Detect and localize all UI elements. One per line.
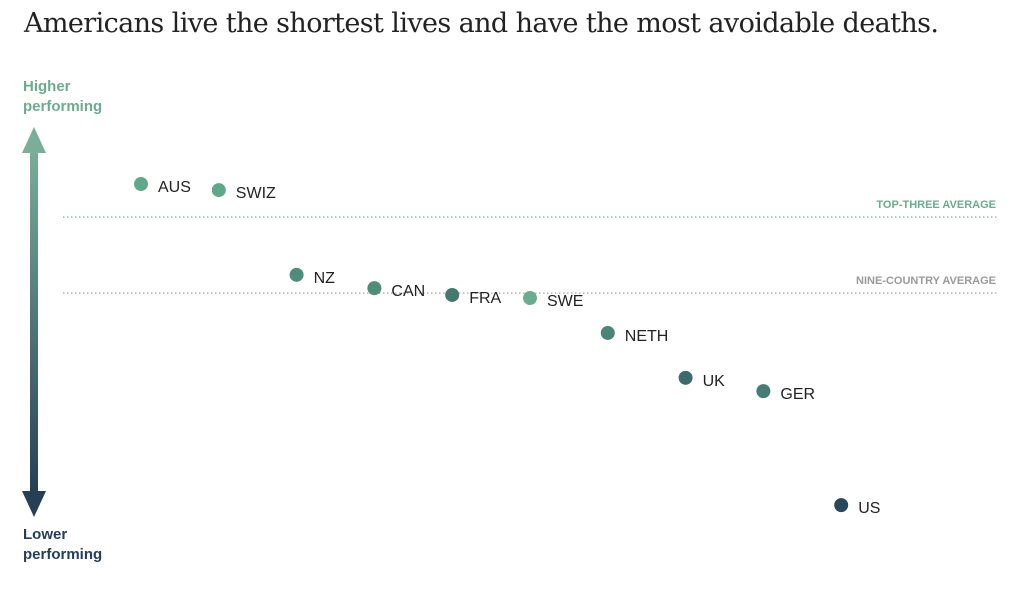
point-marker-fra [445, 287, 460, 302]
reference-lines: TOP-THREE AVERAGE NINE-COUNTRY AVERAGE [63, 199, 998, 294]
point-marker-can [367, 281, 382, 296]
data-point-swiz: SWIZ [211, 183, 276, 202]
data-point-us: US [834, 498, 880, 517]
point-label-neth: NETH [625, 328, 669, 345]
point-label-nz: NZ [314, 270, 336, 287]
data-point-swe: SWE [523, 291, 583, 310]
y-axis-label-bottom-line-2: performing [23, 546, 103, 563]
point-label-uk: UK [703, 373, 726, 390]
point-marker-aus [134, 177, 148, 192]
point-label-fra: FRA [469, 290, 501, 307]
data-point-can: CAN [367, 281, 425, 300]
point-label-us: US [858, 500, 880, 517]
reference-label-top-three-average: TOP-THREE AVERAGE [876, 199, 996, 211]
arrow-down-icon [22, 491, 46, 517]
data-point-neth: NETH [600, 325, 669, 345]
y-axis-label-top-line-1: Higher [23, 78, 71, 95]
data-point-fra: FRA [445, 287, 502, 307]
data-point-nz: NZ [289, 267, 336, 287]
chart-title: Americans live the shortest lives and ha… [24, 8, 939, 39]
point-marker-neth [600, 325, 615, 340]
point-label-ger: GER [780, 386, 815, 403]
y-axis-label-top: Higher performing [23, 77, 102, 117]
y-axis-label-top-line-2: performing [23, 98, 103, 115]
point-marker-nz [289, 267, 304, 282]
y-axis-label-bottom-line-1: Lower [23, 526, 68, 543]
point-marker-uk [678, 370, 693, 385]
performance-arrow [22, 127, 46, 517]
arrow-up-icon [22, 127, 46, 153]
point-label-swiz: SWIZ [236, 185, 276, 202]
data-points: AUS SWIZ NZ CAN FRA SWE NETH UK GER US [134, 177, 880, 517]
y-axis-label-bottom: Lower performing [23, 525, 102, 565]
data-point-aus: AUS [134, 177, 191, 196]
data-point-ger: GER [756, 384, 815, 403]
data-point-uk: UK [678, 370, 726, 390]
point-label-aus: AUS [158, 179, 191, 196]
point-marker-us [834, 498, 849, 513]
point-label-can: CAN [391, 283, 425, 300]
arrow-shaft [30, 150, 38, 496]
point-marker-swe [523, 291, 537, 306]
point-marker-ger [756, 384, 771, 399]
point-label-swe: SWE [547, 293, 583, 310]
reference-label-nine-country-average: NINE-COUNTRY AVERAGE [856, 275, 996, 287]
point-marker-swiz [211, 183, 226, 198]
